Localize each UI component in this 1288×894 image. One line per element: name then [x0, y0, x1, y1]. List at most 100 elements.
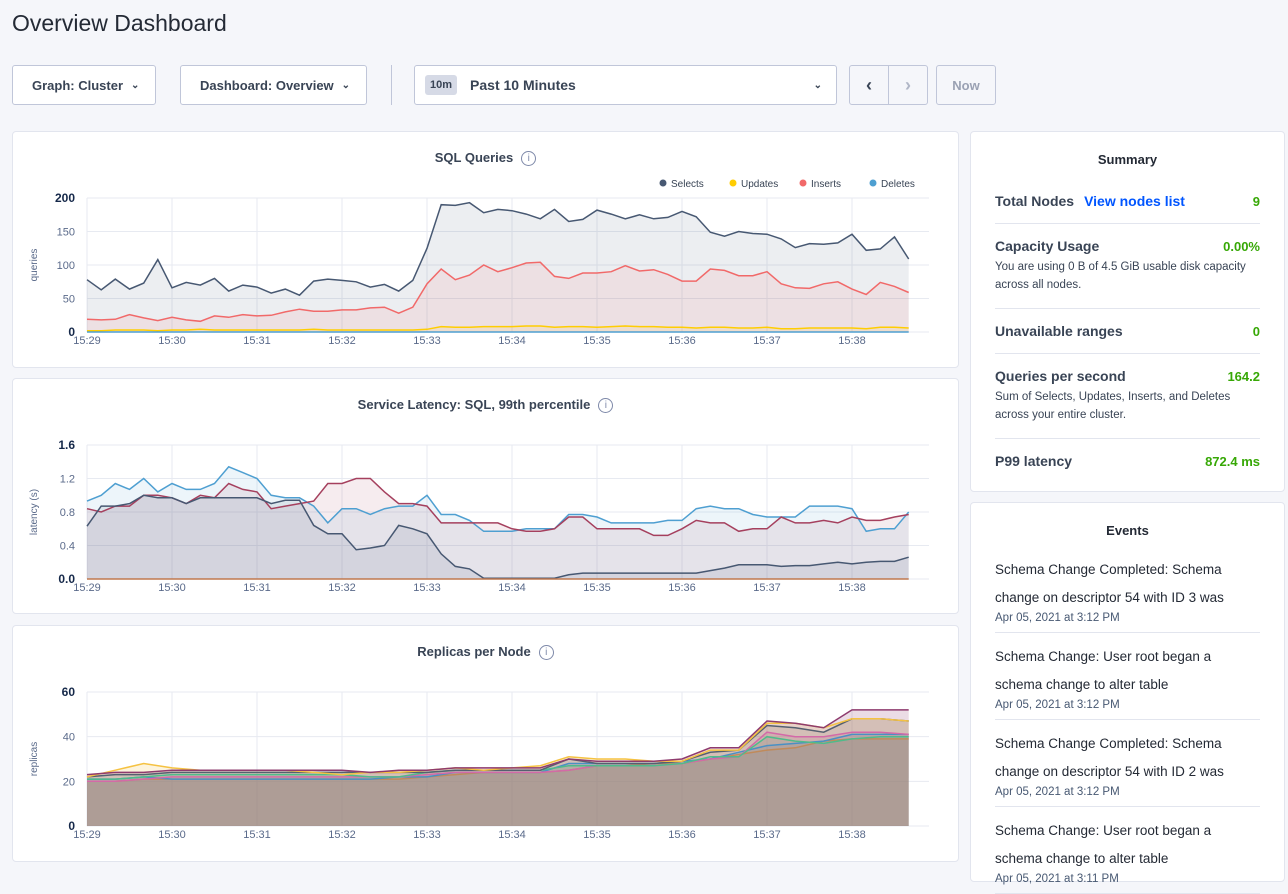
legend-label: Updates: [741, 179, 778, 190]
event-date: Apr 05, 2021 at 3:12 PM: [995, 612, 1120, 624]
events-panel: Events Schema Change Completed: Schema c…: [970, 502, 1285, 894]
previous-button[interactable]: ‹: [849, 65, 889, 105]
legend-label: Deletes: [881, 179, 915, 190]
chevron-left-icon: ‹: [866, 74, 872, 95]
y-tick-label: 20: [63, 776, 75, 788]
dashboard-label: Dashboard: Overview: [200, 77, 334, 93]
x-tick-label: 15:38: [838, 582, 866, 594]
x-tick-label: 15:34: [498, 829, 526, 841]
total-nodes-label: Total Nodes: [995, 193, 1075, 209]
chart-svg: 0 50 100 150 200 15:29 15:30 15:31 15:32 15:33 15:…: [29, 179, 929, 347]
unavailable-label: Unavailable ranges: [995, 323, 1123, 339]
x-tick-label: 15:32: [328, 335, 356, 347]
series-area: [87, 202, 909, 332]
x-tick-label: 15:36: [668, 829, 696, 841]
x-tick-label: 15:33: [413, 582, 441, 594]
x-tick-label: 15:32: [328, 582, 356, 594]
x-tick-label: 15:34: [498, 335, 526, 347]
x-tick-label: 15:34: [498, 582, 526, 594]
y-tick-label: 0.8: [60, 507, 75, 519]
y-axis-label: latency (s): [29, 489, 40, 535]
capacity-label: Capacity Usage: [995, 238, 1100, 254]
x-tick-label: 15:37: [753, 829, 781, 841]
x-tick-label: 15:29: [73, 335, 101, 347]
series-line: [86, 709, 909, 776]
chart-title: Service Latency: SQL, 99th percentile: [357, 397, 591, 412]
y-axis-label: replicas: [29, 742, 40, 776]
y-tick-label: 60: [62, 685, 76, 699]
x-tick-label: 15:35: [583, 582, 611, 594]
capacity-desc: You are using 0 B of 4.5 GiB usable disk…: [995, 261, 1246, 291]
event-item[interactable]: Schema Change Completed: Schema change o…: [995, 546, 1260, 633]
series-line: [86, 201, 910, 297]
series-line: [86, 477, 909, 537]
time-badge: 10m: [425, 75, 458, 95]
series-line: [86, 465, 910, 533]
chevron-down-icon: ⌄: [813, 79, 822, 91]
chevron-down-icon: ⌄: [341, 79, 351, 91]
event-item[interactable]: Schema Change: User root began a schema …: [995, 807, 1260, 894]
dashboard-selector[interactable]: Dashboard: Overview ⌄: [180, 65, 367, 105]
y-tick-label: 150: [57, 227, 75, 239]
y-tick-label: 0.0: [58, 572, 75, 586]
p99-value: 872.4 ms: [1205, 453, 1260, 469]
x-tick-label: 15:37: [753, 335, 781, 347]
summary-title: Summary: [1097, 152, 1158, 167]
series-area: [87, 262, 909, 332]
series-area: [87, 478, 909, 579]
info-icon[interactable]: i: [538, 645, 554, 661]
qps-value: 164.2: [1227, 368, 1260, 384]
unavailable-value: 0: [1252, 323, 1260, 339]
x-tick-label: 15:31: [243, 582, 271, 594]
qps-desc: Sum of Selects, Updates, Inserts, and De…: [995, 391, 1231, 421]
y-tick-label: 0: [68, 325, 75, 339]
chevron-right-icon: ›: [905, 74, 911, 95]
y-tick-label: 0.4: [60, 541, 75, 553]
legend-label: Inserts: [811, 179, 841, 190]
event-item[interactable]: Schema Change: User root began a schema …: [995, 633, 1260, 720]
qps-label: Queries per second: [995, 368, 1126, 384]
chevron-down-icon: ⌄: [131, 79, 140, 91]
event-text: Schema Change Completed: Schema change o…: [995, 736, 1224, 779]
legend-label: Selects: [671, 179, 704, 190]
chart-title: Replicas per Node: [417, 644, 531, 659]
replicas-chart: Replicas per Node i 0 20 40 60 15:29 15:30 15:3…: [12, 625, 959, 862]
series-area: [87, 734, 909, 826]
y-tick-label: 1.6: [58, 438, 75, 452]
summary-panel: Summary Total Nodes View nodes list 9 Capa…: [970, 131, 1285, 492]
y-tick-label: 1.2: [60, 474, 75, 486]
now-button[interactable]: Now: [936, 65, 996, 105]
y-tick-label: 100: [57, 260, 75, 272]
y-tick-label: 200: [55, 191, 75, 205]
legend-marker: [869, 179, 877, 187]
y-tick-label: 0: [68, 819, 75, 833]
graph-label: Graph: Cluster: [32, 77, 124, 93]
chart-svg: 0 20 40 60 15:29 15:30 15:31 15:32 15:33 15:34 15:…: [29, 685, 929, 841]
next-button[interactable]: ›: [888, 65, 928, 105]
series-area: [87, 495, 909, 579]
x-tick-label: 15:36: [668, 335, 696, 347]
view-nodes-link[interactable]: View nodes list: [1084, 193, 1185, 209]
x-tick-label: 15:30: [158, 829, 186, 841]
event-date: Apr 05, 2021 at 3:12 PM: [995, 786, 1120, 798]
x-tick-label: 15:32: [328, 829, 356, 841]
events-title: Events: [1106, 523, 1149, 538]
legend-marker: [729, 179, 737, 187]
x-tick-label: 15:31: [243, 335, 271, 347]
x-tick-label: 15:35: [583, 829, 611, 841]
event-date: Apr 05, 2021 at 3:12 PM: [995, 699, 1120, 711]
sql-queries-chart: SQL Queries i 0 50 100 150 200 15:29 15:30 15:31…: [12, 131, 959, 368]
service-latency-chart: Service Latency: SQL, 99th percentile i 0…: [12, 378, 959, 614]
series-area: [87, 732, 909, 826]
capacity-value: 0.00%: [1223, 238, 1260, 254]
x-tick-label: 15:33: [413, 829, 441, 841]
info-icon[interactable]: i: [598, 398, 614, 414]
time-range-selector[interactable]: 10m Past 10 Minutes ⌄: [414, 65, 837, 105]
event-text: Schema Change: User root began a schema …: [995, 823, 1212, 866]
time-range-label: Past 10 Minutes: [470, 77, 576, 93]
info-icon[interactable]: i: [521, 151, 537, 167]
toolbar-divider: [391, 65, 392, 105]
event-item[interactable]: Schema Change Completed: Schema change o…: [995, 720, 1260, 807]
graph-selector[interactable]: Graph: Cluster ⌄: [12, 65, 156, 105]
total-nodes-value: 9: [1252, 193, 1260, 209]
